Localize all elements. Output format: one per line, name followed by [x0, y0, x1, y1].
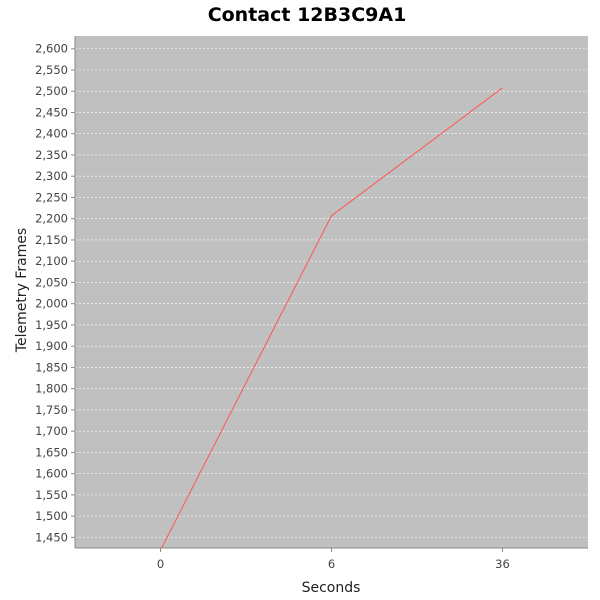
gridlines	[75, 48, 588, 538]
y-tick-label: 2,350	[35, 148, 68, 162]
y-tick-label: 2,550	[35, 63, 68, 77]
x-axis-label: Seconds	[302, 580, 361, 596]
y-tick-label: 1,600	[35, 467, 68, 481]
y-tick-label: 2,400	[35, 127, 68, 141]
y-tick-label: 2,150	[35, 233, 68, 247]
x-tick-label: 0	[157, 557, 164, 571]
y-tick-label: 2,200	[35, 212, 68, 226]
y-tick-label: 1,850	[35, 360, 68, 374]
y-tick-label: 1,950	[35, 318, 68, 332]
y-tick-label: 1,800	[35, 382, 68, 396]
x-tick-label: 6	[328, 557, 335, 571]
y-tick-label: 1,750	[35, 403, 68, 417]
y-tick-label: 2,100	[35, 254, 68, 268]
y-tick-label: 2,500	[35, 84, 68, 98]
plot-area	[75, 36, 588, 548]
x-tick-label: 36	[495, 557, 510, 571]
y-axis-label: Telemetry Frames	[14, 228, 30, 353]
y-axis-ticks: 1,450 1,500 1,550 1,600 1,650 1,700 1,750 1,800…	[35, 42, 75, 544]
series-layer	[161, 87, 503, 548]
y-tick-label: 1,450	[35, 530, 68, 544]
y-tick-label: 2,050	[35, 275, 68, 289]
chart-title: Contact 12B3C9A1	[208, 4, 407, 26]
y-tick-label: 1,900	[35, 339, 68, 353]
y-tick-label: 1,500	[35, 509, 68, 523]
y-tick-label: 2,250	[35, 190, 68, 204]
x-axis-ticks: 0 6 36	[157, 548, 510, 571]
y-tick-label: 2,450	[35, 105, 68, 119]
y-tick-label: 2,000	[35, 297, 68, 311]
y-tick-label: 1,650	[35, 445, 68, 459]
y-tick-label: 1,550	[35, 488, 68, 502]
series-line	[161, 87, 503, 548]
y-tick-label: 1,700	[35, 424, 68, 438]
y-tick-label: 2,300	[35, 169, 68, 183]
y-tick-label: 2,600	[35, 42, 68, 56]
